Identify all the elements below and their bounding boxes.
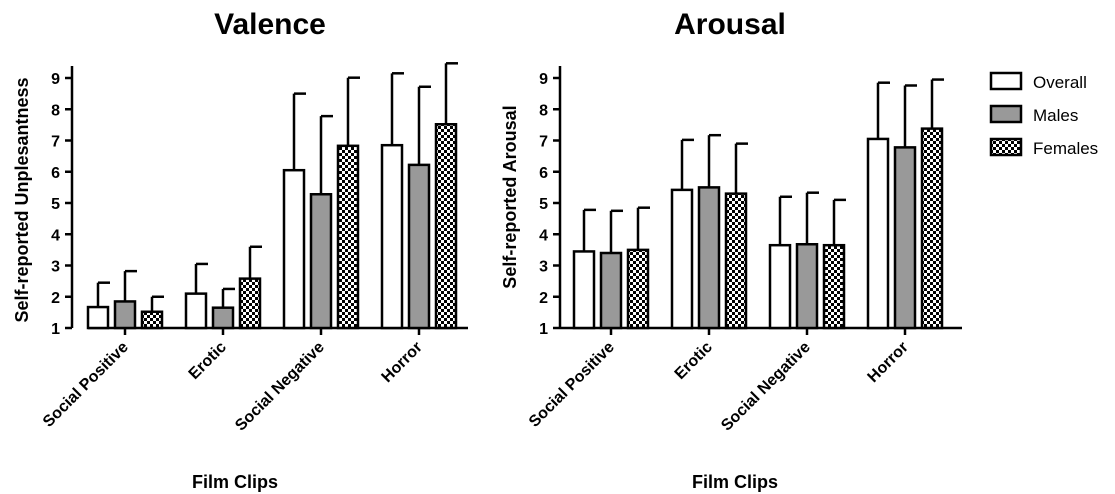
legend-swatch-overall <box>989 71 1023 91</box>
y-tick-label: 1 <box>539 321 548 338</box>
bar-males <box>795 243 819 330</box>
bar-males <box>697 186 721 330</box>
y-tick-label: 2 <box>539 290 548 307</box>
bar-overall <box>282 168 306 330</box>
bar-males <box>599 251 623 330</box>
y-tick-label: 9 <box>51 71 60 88</box>
bar-males <box>893 146 917 330</box>
legend-label: Overall <box>1033 73 1087 92</box>
y-tick-label: 6 <box>51 165 60 182</box>
bar-males <box>113 300 137 330</box>
bar-females <box>822 243 846 330</box>
legend-swatch-females <box>989 137 1023 157</box>
chart-title: Valence <box>214 8 326 41</box>
y-tick-label: 4 <box>51 227 60 244</box>
y-tick-label: 7 <box>539 134 548 151</box>
legend-swatch-males <box>989 104 1023 124</box>
plot-area: 1 2 3 4 5 6 7 8 9 Social Positive Erotic Social Neg… <box>526 66 962 434</box>
x-tick-label: Horror <box>379 339 426 386</box>
plot-area: 1 2 3 4 5 6 7 8 9 Social Positive Erotic Social Neg… <box>40 62 468 435</box>
y-tick-label: 8 <box>51 102 60 119</box>
bar-females <box>434 123 458 330</box>
x-tick-label: Erotic <box>186 339 230 383</box>
legend-label: Males <box>1033 106 1078 125</box>
y-tick-label: 3 <box>51 259 60 276</box>
y-tick-label: 6 <box>539 165 548 182</box>
bar-males <box>211 306 235 330</box>
bar-males <box>407 163 431 330</box>
bar-females <box>238 277 262 330</box>
x-tick-label: Social Positive <box>526 339 618 431</box>
x-tick-label: Social Negative <box>232 339 328 435</box>
bar-females <box>336 144 360 330</box>
bar-overall <box>866 137 890 330</box>
bar-overall <box>380 143 404 330</box>
chart-arousal: Arousal Self-reported Arousal Film Clips… <box>500 8 962 492</box>
y-axis-label: Self-reported Arousal <box>500 105 520 288</box>
bar-females <box>140 310 164 330</box>
bar-overall <box>670 188 694 330</box>
legend-item-females: Females <box>989 137 1098 158</box>
legend: Overall Males Females <box>989 71 1098 158</box>
y-tick-label: 7 <box>51 134 60 151</box>
y-tick-label: 5 <box>539 196 548 213</box>
legend-label: Females <box>1033 139 1098 158</box>
bar-overall <box>768 243 792 330</box>
legend-item-overall: Overall <box>989 71 1087 92</box>
y-axis-label: Self-reported Unplesantness <box>12 77 32 322</box>
bar-females <box>626 248 650 330</box>
y-tick-label: 2 <box>51 290 60 307</box>
bar-females <box>920 127 944 330</box>
bar-overall <box>572 250 596 330</box>
x-tick-label: Horror <box>865 339 912 386</box>
bar-overall <box>184 292 208 330</box>
y-tick-label: 9 <box>539 71 548 88</box>
x-tick-label: Erotic <box>672 339 716 383</box>
y-tick-label: 3 <box>539 259 548 276</box>
y-tick-label: 1 <box>51 321 60 338</box>
y-tick-label: 8 <box>539 102 548 119</box>
x-tick-label: Social Positive <box>40 339 132 431</box>
legend-item-males: Males <box>989 104 1078 125</box>
x-tick-label: Social Negative <box>718 339 814 435</box>
y-tick-label: 4 <box>539 227 548 244</box>
chart-valence: Valence Self-reported Unplesantness Film… <box>12 8 468 492</box>
chart-title: Arousal <box>674 8 786 41</box>
bar-females <box>724 192 748 330</box>
bar-overall <box>86 305 110 330</box>
x-axis-label: Film Clips <box>692 472 778 492</box>
bar-males <box>309 193 333 330</box>
x-axis-label: Film Clips <box>192 472 278 492</box>
y-tick-label: 5 <box>51 196 60 213</box>
